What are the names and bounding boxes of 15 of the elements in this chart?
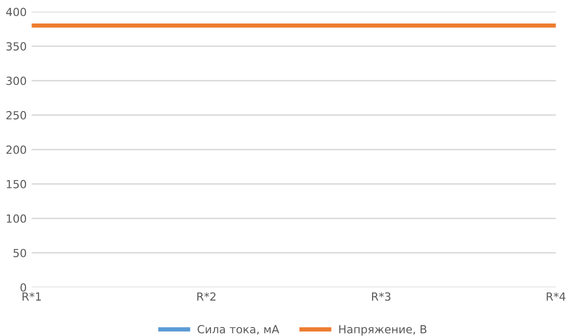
- y-tick-label: 0: [20, 283, 26, 292]
- y-tick-label: 50: [14, 248, 26, 258]
- x-tick-label: R*2: [197, 292, 216, 301]
- y-tick-label: 200: [6, 145, 26, 154]
- y-tick-label: 100: [6, 214, 26, 223]
- y-tick-label: 150: [6, 180, 26, 188]
- y-tick-label: 350: [6, 42, 26, 51]
- legend-label: Сила тока, мА: [198, 325, 280, 335]
- legend-label: Напряжение, В: [339, 325, 426, 336]
- x-tick-label: R*4: [546, 292, 566, 301]
- y-tick-label: 250: [6, 111, 26, 120]
- x-tick-label: R*3: [372, 292, 390, 301]
- y-tick-label: 400: [6, 8, 26, 16]
- y-tick-label: 300: [6, 76, 26, 86]
- x-tick-label: R*1: [22, 292, 41, 301]
